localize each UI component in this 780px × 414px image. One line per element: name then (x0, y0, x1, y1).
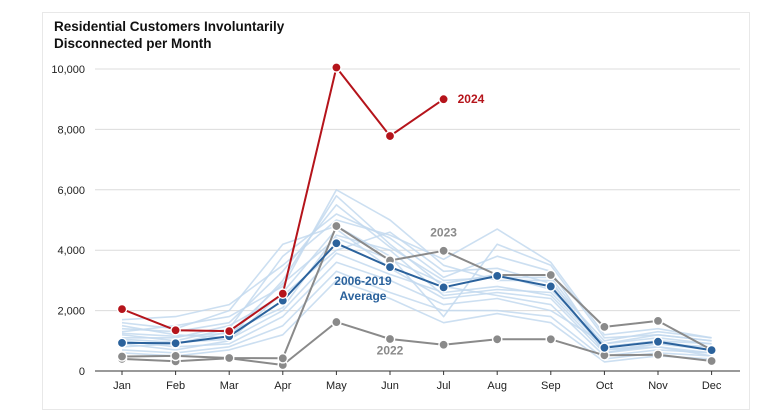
series-line (121, 242, 712, 352)
data-point (170, 350, 181, 362)
background-series-line (121, 237, 712, 345)
chart-title: Residential Customers Involuntarily Disc… (54, 18, 374, 52)
data-point (384, 261, 396, 273)
x-tick-label: Jul (437, 380, 451, 392)
y-tick-label: 4,000 (57, 245, 85, 257)
series-2024 (116, 62, 449, 337)
y-tick-label: 8,000 (57, 124, 85, 136)
x-tick-label: Dec (702, 380, 722, 392)
data-point (277, 353, 289, 364)
data-point (438, 245, 449, 257)
x-axis: Jan Feb Mar Apr May Jun Jul Aug Sep Oct Nov Dec (95, 370, 740, 392)
chart-title-line-1: Residential Customers Involuntarily (54, 19, 285, 34)
y-tick-label: 0 (79, 366, 85, 378)
x-tick-label: Feb (166, 380, 185, 392)
data-point (438, 93, 449, 105)
series-line (121, 321, 712, 366)
data-point (599, 342, 610, 354)
data-point (331, 62, 342, 73)
background-series-line (121, 279, 712, 363)
data-point (116, 351, 128, 362)
series-label: 2022 (377, 343, 404, 357)
data-point (706, 344, 717, 356)
x-tick-label: Oct (596, 380, 613, 392)
data-point (331, 316, 342, 328)
data-point (331, 220, 342, 232)
x-tick-label: May (326, 380, 347, 392)
x-tick-label: Apr (274, 380, 291, 392)
y-tick-label: 10,000 (51, 64, 85, 76)
data-point (277, 288, 289, 299)
data-point (491, 333, 503, 345)
background-series-line (121, 270, 712, 360)
data-point (116, 337, 128, 349)
data-point (652, 349, 664, 360)
y-tick-label: 6,000 (57, 185, 85, 197)
data-point (545, 333, 557, 345)
data-point (331, 237, 342, 249)
data-point (438, 282, 449, 293)
x-tick-label: Aug (487, 380, 507, 392)
y-axis: 0 2,000 4,000 6,000 8,000 10,000 (51, 64, 85, 378)
series-label: 2024 (458, 92, 485, 106)
background-series-line (121, 219, 712, 339)
background-series-line (122, 231, 712, 342)
chart-title-line-2: Disconnected per Month (54, 36, 212, 51)
data-point (706, 355, 717, 367)
data-point (384, 130, 396, 142)
series-line (121, 225, 713, 360)
data-point (170, 324, 181, 336)
series-2023 (116, 220, 717, 364)
data-point (491, 270, 503, 282)
background-series (121, 189, 712, 363)
y-tick-label: 2,000 (57, 306, 85, 318)
x-tick-label: Mar (220, 380, 239, 392)
x-tick-label: Nov (648, 380, 668, 392)
x-tick-label: Jan (113, 380, 131, 392)
data-point (545, 281, 557, 292)
x-tick-label: Jun (381, 380, 399, 392)
series-label: 2023 (430, 226, 457, 240)
data-point (545, 269, 557, 281)
gridlines (95, 68, 740, 312)
data-point (652, 336, 664, 348)
series-label: 2006-2019 (334, 274, 392, 288)
data-point (384, 333, 396, 345)
background-series-line (121, 225, 712, 342)
x-tick-label: Sep (541, 380, 561, 392)
data-point (170, 337, 181, 349)
data-point (223, 352, 235, 364)
background-series-line (121, 252, 712, 351)
data-point (116, 303, 128, 315)
series-label: Average (340, 289, 387, 303)
data-point (438, 339, 449, 351)
data-point (652, 315, 664, 327)
data-point (223, 325, 235, 337)
data-point (599, 321, 610, 333)
